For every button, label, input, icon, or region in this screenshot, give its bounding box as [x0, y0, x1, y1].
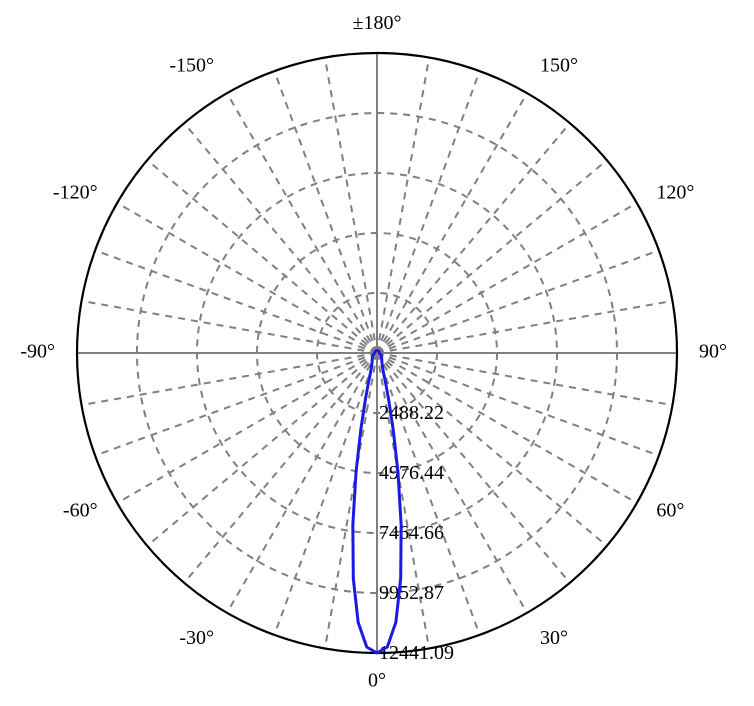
radial-tick-label: 9952.87 [379, 582, 444, 604]
angle-label: 120° [656, 182, 694, 204]
polar-chart: ±180° -150° -120° -90° -60° -30° 0° 30° 60° 90° 12… [0, 0, 754, 706]
angle-label: 30° [540, 627, 568, 649]
radial-tick-label: 7464.66 [379, 522, 444, 544]
angle-label: 60° [656, 500, 684, 522]
radial-tick-label: 12441.09 [379, 642, 454, 664]
angle-label: -120° [53, 182, 98, 204]
angle-label: 150° [540, 55, 578, 77]
angle-label: -30° [179, 627, 214, 649]
angle-label: -60° [63, 500, 98, 522]
angle-label: ±180° [353, 12, 402, 34]
angle-label: -90° [20, 341, 55, 363]
radial-tick-label: 4976.44 [379, 462, 444, 484]
angle-label: -150° [169, 55, 214, 77]
angle-label: 90° [699, 341, 727, 363]
angle-label: 0° [368, 670, 386, 692]
